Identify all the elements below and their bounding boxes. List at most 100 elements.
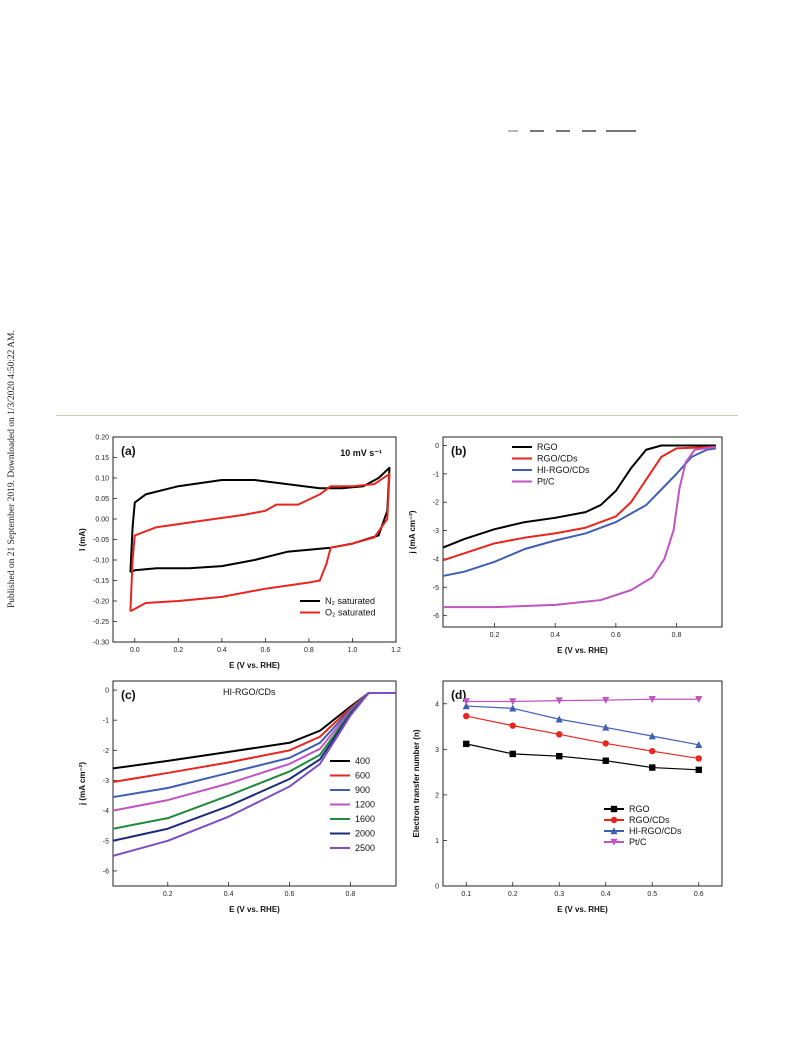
series-line [442, 444, 716, 549]
panel-label: (b) [451, 444, 466, 458]
x-tick-label: 0.2 [173, 647, 183, 654]
series-line [442, 447, 717, 577]
side-publication-note: Published on 21 September 2019. Download… [7, 330, 17, 608]
legend-label: N₂ saturated [325, 596, 375, 606]
legend-label: RGO [537, 442, 558, 452]
data-point [695, 766, 702, 774]
x-tick-label: 0.2 [490, 632, 500, 639]
legend-label: 900 [355, 785, 370, 795]
series-line [112, 692, 396, 830]
y-tick-label: -1 [103, 718, 109, 725]
series-1600 [112, 692, 396, 830]
y-tick-label: 2 [435, 792, 439, 799]
y-tick-label: -6 [433, 613, 439, 620]
series-line [112, 692, 396, 857]
y-tick-label: -2 [433, 500, 439, 507]
data-point [463, 712, 470, 720]
y-tick-label: -1 [433, 471, 439, 478]
data-point [463, 740, 470, 748]
legend-marker [610, 816, 618, 824]
data-point [695, 696, 703, 704]
data-point [509, 750, 516, 758]
y-tick-label: 0.10 [95, 476, 109, 483]
x-tick-label: 0.2 [508, 891, 518, 898]
x-axis-title: E (V vs. RHE) [229, 661, 280, 670]
sample-annotation: HI-RGO/CDs [223, 687, 276, 697]
legend-label: HI-RGO/CDs [629, 826, 682, 836]
series-line [443, 445, 717, 609]
y-tick-label: 0.15 [95, 455, 109, 462]
y-axis-title: Electron transfer number (n) [412, 729, 421, 837]
panel-label: (d) [451, 688, 466, 702]
y-tick-label: -0.20 [93, 599, 109, 606]
legend-label: 2000 [355, 829, 375, 839]
data-point [462, 698, 470, 706]
panel-c: 0.2 0.4 0.6 0.8 0 -1 -2 -3 -4 -5 -6 E (V vs. RHE) j … [78, 680, 397, 914]
legend: N₂ saturated O₂ saturated [300, 596, 376, 618]
series-line [129, 466, 391, 574]
x-tick-label: 1.2 [391, 647, 401, 654]
series-line [129, 472, 391, 613]
y-tick-label: 3 [435, 747, 439, 754]
y-tick-label: -4 [433, 556, 439, 563]
legend-label: HI-RGO/CDs [537, 465, 590, 475]
y-tick-label: 0.00 [95, 517, 109, 524]
y-tick-label: -6 [103, 868, 109, 875]
y-tick-label: -5 [433, 585, 439, 592]
x-tick-label: 0.8 [672, 632, 682, 639]
legend-label: 400 [355, 756, 370, 766]
y-tick-label: 4 [435, 701, 439, 708]
y-tick-label: -3 [103, 778, 109, 785]
y-tick-label: 0 [435, 443, 439, 450]
x-tick-label: 0.5 [647, 891, 657, 898]
x-tick-label: 0.6 [694, 891, 704, 898]
series-rgo-cds [442, 445, 716, 562]
y-axis-title: I (mA) [78, 528, 87, 551]
x-tick-label: 0.0 [130, 647, 140, 654]
data-point [602, 740, 609, 747]
series-pt-c [443, 445, 717, 609]
plot-frame [112, 680, 397, 887]
x-tick-label: 0.1 [461, 891, 471, 898]
y-tick-label: 0 [435, 884, 439, 891]
y-tick-label: -0.10 [93, 558, 109, 565]
x-tick-label: 1.0 [348, 647, 358, 654]
series-hi-rgo-cds [462, 702, 703, 748]
series-pt-c [462, 696, 703, 706]
series-line [466, 715, 699, 760]
series-o-saturated [129, 472, 391, 613]
legend-label: 2500 [355, 843, 375, 853]
data-point [649, 764, 656, 771]
series-rgo [463, 740, 702, 774]
scan-artifact-dashes [508, 130, 636, 133]
legend-label: O₂ saturated [325, 608, 376, 618]
x-tick-label: 0.6 [261, 647, 271, 654]
legend-marker [610, 805, 618, 813]
y-tick-label: 0.05 [95, 496, 109, 503]
series-hi-rgo-cds [442, 447, 717, 577]
legend-label: Pt/C [629, 837, 647, 847]
plot-frame [442, 436, 723, 628]
x-tick-label: 0.4 [550, 632, 560, 639]
legend-label: 600 [355, 771, 370, 781]
x-tick-label: 0.6 [611, 632, 621, 639]
x-axis-title: E (V vs. RHE) [557, 905, 608, 914]
legend-label: Pt/C [537, 477, 555, 487]
series-rgo-cds [463, 712, 702, 762]
legend-label: RGO [629, 804, 650, 814]
data-point [509, 722, 516, 729]
series-line [442, 445, 716, 562]
panel-label: (c) [121, 688, 136, 702]
data-point [556, 731, 563, 738]
side-publication-text: Published on 21 September 2019. Download… [7, 330, 17, 608]
legend-marker [610, 838, 618, 846]
data-point [555, 715, 563, 723]
horizontal-rule [56, 415, 738, 416]
y-tick-label: -0.30 [93, 640, 109, 647]
data-point [602, 757, 609, 764]
data-point [602, 696, 610, 704]
y-axis-title: j (mA cm⁻²) [78, 762, 87, 806]
series-line [466, 698, 699, 703]
x-tick-label: 0.4 [601, 891, 611, 898]
data-point [695, 755, 702, 762]
